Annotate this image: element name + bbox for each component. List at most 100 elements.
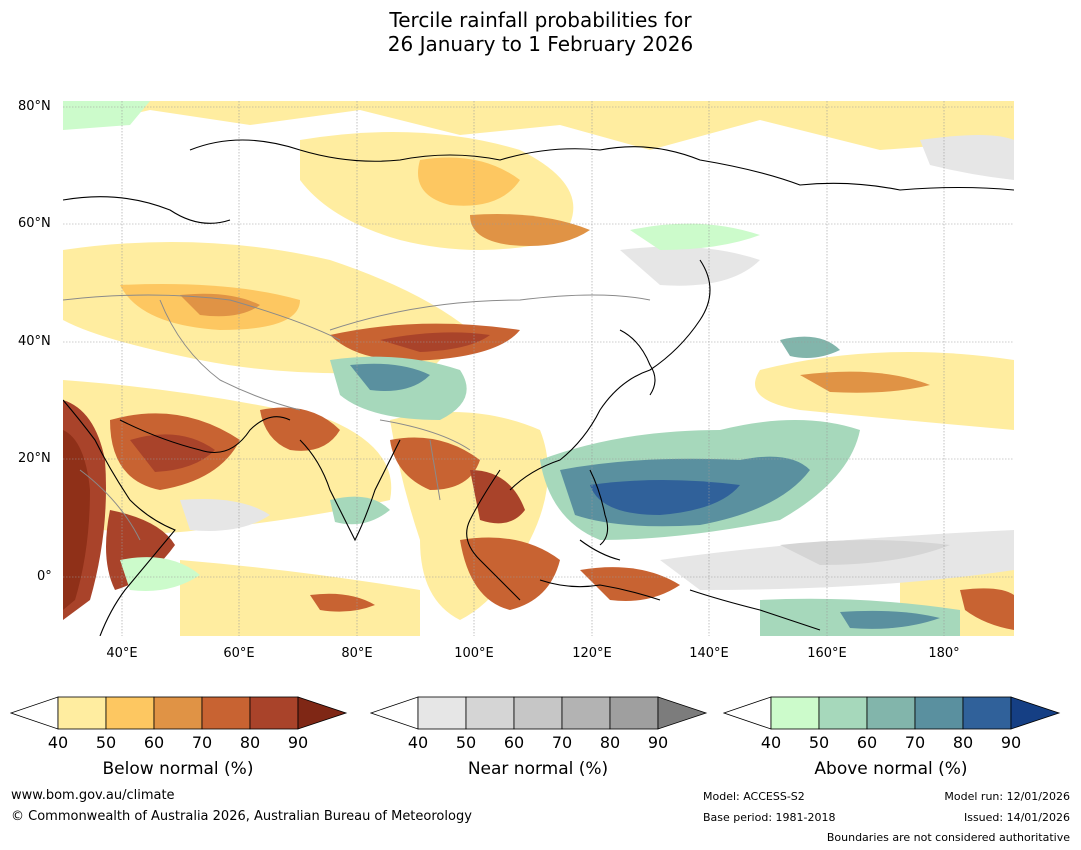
colorbar-below-title: Below normal (%) [102, 759, 254, 779]
near-tick-40: 40 [407, 733, 429, 752]
colorbar-below-swatches [10, 696, 348, 730]
near-tick-80: 80 [599, 733, 621, 752]
colorbar-below [10, 696, 348, 730]
map-area [63, 101, 1014, 636]
field-below-70-indonesia [580, 567, 680, 601]
coastlines [63, 139, 1014, 636]
near-swatch-2 [465, 696, 515, 730]
above-tick-70: 70 [904, 733, 926, 752]
field-below-60-b [180, 293, 260, 317]
near-swatch-3 [513, 696, 563, 730]
below-tick-40: 40 [47, 733, 69, 752]
below-tick-70: 70 [191, 733, 213, 752]
country-borders [63, 294, 651, 541]
below-swatch-5 [249, 696, 299, 730]
field-above-70-himalaya [350, 363, 430, 391]
above-tick-40: 40 [760, 733, 782, 752]
field-above-50-india [330, 496, 390, 525]
near-swatch-4 [561, 696, 611, 730]
lon-label-160e: 160°E [807, 646, 847, 661]
below-swatch-2 [105, 696, 155, 730]
field-near-40-okhotsk [620, 246, 760, 286]
colorbar-near [370, 696, 708, 730]
field-above-80-philippines [590, 480, 740, 515]
map-title: Tercile rainfall probabilities for 26 Ja… [0, 8, 1081, 56]
above-tick-80: 80 [952, 733, 974, 752]
lat-label-40n: 40°N [18, 334, 51, 349]
above-swatch-2 [818, 696, 868, 730]
near-swatch-5 [609, 696, 659, 730]
field-above-40-nw [63, 101, 150, 130]
lat-label-80n: 80°N [18, 99, 51, 114]
below-swatch-1 [57, 696, 107, 730]
field-below-90-africa [63, 430, 90, 610]
near-tick-90: 90 [647, 733, 669, 752]
field-above-70-south [840, 610, 940, 629]
above-tick-90: 90 [1000, 733, 1022, 752]
grid-lines [63, 101, 1014, 636]
near-swatch-over [657, 696, 708, 730]
above-swatch-1 [770, 696, 820, 730]
above-swatch-over [1010, 696, 1061, 730]
field-below-80-horn [106, 510, 175, 590]
above-tick-60: 60 [856, 733, 878, 752]
field-below-60-a [470, 214, 590, 246]
lon-label-100e: 100°E [454, 646, 494, 661]
field-above-40-africa [120, 557, 200, 591]
above-swatch-3 [866, 696, 916, 730]
field-below-40-north [63, 101, 1014, 150]
field-below-50-a [418, 157, 520, 206]
field-above-40-kamchatka [630, 223, 760, 250]
footer-base-period: Base period: 1981-2018 [703, 811, 836, 824]
below-swatch-4 [201, 696, 251, 730]
near-swatch-1 [417, 696, 467, 730]
colorbar-near-swatches [370, 696, 708, 730]
lat-label-0: 0° [37, 569, 52, 584]
footer-issued: Issued: 14/01/2026 [963, 811, 1070, 824]
field-near-40-arctic [920, 135, 1014, 180]
near-tick-70: 70 [551, 733, 573, 752]
field-below-80-indochina [470, 470, 525, 524]
lon-label-180: 180° [928, 646, 960, 661]
below-swatch-under [10, 696, 59, 730]
field-below-80-arabia [130, 434, 215, 472]
field-near-50-equatorial [780, 540, 950, 565]
field-below-70-south-pacific [960, 588, 1014, 630]
near-tick-50: 50 [455, 733, 477, 752]
lon-label-140e: 140°E [689, 646, 729, 661]
near-swatch-under [370, 696, 419, 730]
below-swatch-3 [153, 696, 203, 730]
below-tick-80: 80 [239, 733, 261, 752]
near-tick-60: 60 [503, 733, 525, 752]
above-swatch-4 [914, 696, 964, 730]
below-swatch-over [297, 696, 348, 730]
field-below-40-indian-ocean [180, 560, 420, 636]
lon-label-120e: 120°E [572, 646, 612, 661]
above-tick-50: 50 [808, 733, 830, 752]
below-tick-50: 50 [95, 733, 117, 752]
field-below-70-ocean [310, 593, 375, 612]
title-line-2: 26 January to 1 February 2026 [387, 32, 694, 56]
footer-copyright: © Commonwealth of Australia 2026, Austra… [11, 809, 472, 824]
below-tick-90: 90 [287, 733, 309, 752]
field-below-70-pakistan [260, 407, 340, 451]
probability-fields [63, 101, 1014, 636]
lon-label-60e: 60°E [223, 646, 255, 661]
field-near-40-arabian-sea [180, 499, 270, 531]
below-tick-60: 60 [143, 733, 165, 752]
field-below-60-pacific [800, 371, 930, 393]
colorbar-near-title: Near normal (%) [467, 759, 609, 779]
lon-label-40e: 40°E [106, 646, 138, 661]
footer-model: Model: ACCESS-S2 [703, 790, 805, 803]
title-line-1: Tercile rainfall probabilities for [389, 8, 692, 32]
footer-disclaimer: Boundaries are not considered authoritat… [826, 831, 1070, 844]
footer-website: www.bom.gov.au/climate [11, 788, 175, 803]
field-below-70-sumatra [460, 537, 560, 610]
lon-label-80e: 80°E [341, 646, 373, 661]
colorbar-above-swatches [723, 696, 1061, 730]
above-swatch-5 [962, 696, 1012, 730]
colorbar-above [723, 696, 1061, 730]
field-below-70-indochina [390, 437, 480, 490]
above-swatch-under [723, 696, 772, 730]
